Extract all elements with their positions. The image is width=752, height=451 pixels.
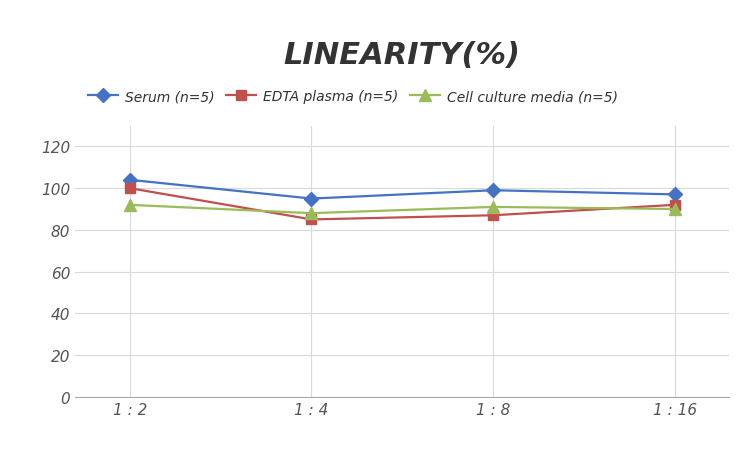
EDTA plasma (n=5) — [671, 202, 680, 208]
EDTA plasma (n=5) — [489, 213, 498, 218]
Line: Cell culture media (n=5): Cell culture media (n=5) — [124, 200, 681, 219]
Cell culture media (n=5) — [671, 207, 680, 212]
Serum (n=5) — [489, 188, 498, 193]
Serum (n=5) — [671, 192, 680, 198]
Line: EDTA plasma (n=5): EDTA plasma (n=5) — [125, 184, 680, 225]
EDTA plasma (n=5) — [125, 186, 134, 191]
Cell culture media (n=5) — [125, 202, 134, 208]
Cell culture media (n=5) — [307, 211, 316, 216]
EDTA plasma (n=5) — [307, 217, 316, 223]
Legend: Serum (n=5), EDTA plasma (n=5), Cell culture media (n=5): Serum (n=5), EDTA plasma (n=5), Cell cul… — [82, 84, 624, 110]
Serum (n=5) — [307, 197, 316, 202]
Title: LINEARITY(%): LINEARITY(%) — [284, 41, 521, 70]
Serum (n=5) — [125, 178, 134, 183]
Line: Serum (n=5): Serum (n=5) — [125, 175, 680, 204]
Cell culture media (n=5) — [489, 205, 498, 210]
